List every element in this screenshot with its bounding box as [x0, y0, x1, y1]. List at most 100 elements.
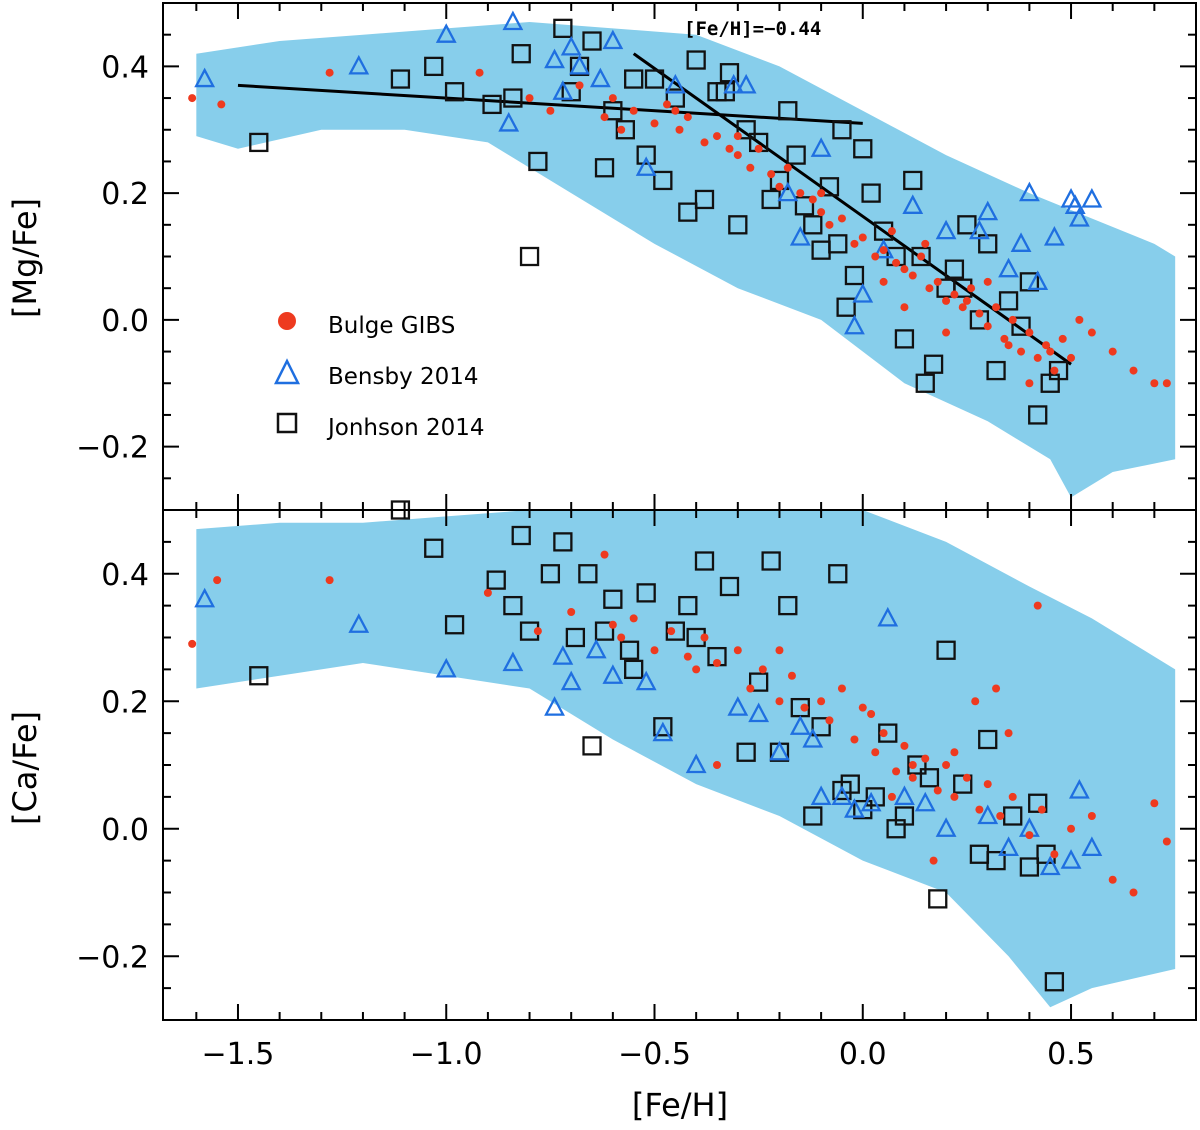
mg-fe-bulge-gibs-point [817, 189, 826, 198]
mg-fe-bulge-gibs-point [871, 252, 880, 261]
ca-fe-bensby-2014-point [977, 804, 999, 825]
mg-fe-bulge-gibs-point [475, 68, 484, 77]
ca-fe-bulge-gibs-point [667, 627, 676, 636]
ca-fe-y-tick-label: 0.2 [101, 685, 149, 720]
mg-fe-jonhson-2014-point [728, 215, 748, 235]
ca-fe-bulge-gibs-point [1150, 799, 1159, 808]
ca-fe-bensby-2014-point [552, 645, 574, 665]
ca-fe-jonhson-2014-point [424, 538, 444, 558]
mg-fe-bensby-2014-point [844, 314, 865, 335]
mg-fe-jonhson-2014-point [424, 56, 444, 77]
ca-fe-bensby-2014-point [860, 791, 882, 812]
ca-fe-bensby-2014-point [810, 785, 832, 806]
ca-fe-bulge-gibs-point [1050, 850, 1059, 859]
mg-fe-bulge-gibs-point [1025, 328, 1034, 337]
mg-fe-jonhson-2014-point [1011, 316, 1031, 336]
mg-fe-jonhson-2014-point [503, 88, 523, 108]
ca-fe-bulge-gibs-point [933, 786, 942, 795]
ca-fe-bulge-gibs-point [746, 684, 755, 693]
ca-fe-bulge-gibs-point [758, 665, 767, 674]
mg-fe-bensby-2014-point [1068, 207, 1090, 227]
mg-fe-jonhson-2014-point [528, 151, 548, 172]
ca-fe-bulge-gibs-point [712, 761, 721, 769]
mg-fe-jonhson-2014-point [553, 18, 573, 39]
mg-fe-bulge-gibs-point [808, 195, 817, 204]
mg-fe-y-axis-title: [Mg/Fe] [6, 198, 44, 318]
ca-fe-y-tick-label: −0.2 [76, 940, 149, 975]
ca-fe-bulge-gibs-point [1162, 837, 1171, 846]
ca-fe-jonhson-2014-point [511, 525, 531, 546]
mg-fe-bulge-gibs-point [825, 220, 834, 229]
mg-fe-bensby-2014-point [1010, 232, 1032, 252]
mg-fe-bulge-gibs-point [942, 296, 951, 305]
ca-fe-bulge-gibs-point [908, 773, 917, 782]
ca-fe-bensby-2014-point [435, 657, 457, 678]
mg-fe-bulge-gibs-point [608, 94, 617, 103]
mg-fe-bulge-gibs-point [725, 144, 734, 153]
ca-fe-jonhson-2014-point [503, 595, 523, 616]
ca-fe-jonhson-2014-point [1019, 857, 1040, 877]
mg-fe-bulge-gibs-point [879, 246, 888, 255]
mg-fe-bensby-2014-point [852, 283, 874, 303]
mg-fe-bulge-gibs-point [887, 227, 896, 236]
ca-fe-bulge-gibs-point [567, 608, 576, 616]
mg-fe-bulge-gibs-point [1162, 379, 1171, 388]
mg-fe-jonhson-2014-point [719, 63, 740, 83]
mg-fe-bulge-gibs-point [917, 252, 926, 261]
mg-fe-bensby-2014-point [789, 226, 811, 246]
mg-fe-axes: −0.2 0.0 0.2 0.4 [76, 2, 1197, 511]
ca-fe-jonhson-2014-point [828, 564, 848, 584]
ca-fe-bensby-2014-point [502, 651, 524, 672]
mg-fe-bensby-2014-point [635, 156, 657, 176]
mg-fe-bensby-2014-point [735, 73, 757, 94]
mg-fe-bulge-gibs-point [525, 94, 534, 103]
ca-fe-bulge-gibs-point [850, 735, 859, 744]
ca-fe-bensby-2014-point [348, 613, 370, 633]
mg-fe-bulge-gibs-point [958, 303, 967, 312]
ca-fe-bulge-gibs-point [817, 697, 826, 706]
mg-fe-bensby-2014-point [569, 54, 590, 75]
mg-fe-jonhson-2014-point [1019, 272, 1040, 292]
mg-fe-bulge-gibs-point [879, 277, 888, 286]
ca-fe-jonhson-2014-point [582, 736, 602, 756]
ca-fe-jonhson-2014-point [540, 564, 561, 584]
ca-fe-bulge-gibs-point [825, 716, 834, 725]
mg-fe-bensby-2014-point [348, 54, 370, 75]
mg-fe-bulge-gibs-point [325, 68, 334, 77]
mg-fe-bulge-gibs-point [925, 284, 934, 293]
ca-fe-bulge-gibs-point [617, 633, 626, 642]
mg-fe-jonhson-2014-point [853, 139, 873, 159]
ca-fe-jonhson-2014-point [665, 621, 685, 641]
mg-fe-jonhson-2014-point [861, 183, 881, 203]
ca-fe-bensby-2014-point [831, 785, 853, 806]
ca-fe-bensby-2014-point [789, 715, 811, 735]
mg-fe-bulge-gibs-point [1087, 328, 1096, 337]
mg-fe-jonhson-2014-point [957, 215, 977, 235]
ca-fe-jonhson-2014-point [1044, 972, 1065, 992]
mg-fe-bulge-gibs-point [967, 284, 976, 293]
mg-fe-jonhson-2014-point [1048, 360, 1069, 381]
x-axis-title: [Fe/H] [632, 1086, 728, 1124]
ca-fe-bensby-2014-point [914, 791, 936, 812]
mg-fe-bulge-gibs-point [712, 132, 721, 141]
ca-fe-y-tick-label: 0.0 [101, 813, 149, 848]
ca-fe-jonhson-2014-point [886, 819, 906, 839]
ca-fe-bensby-2014-point [585, 638, 607, 659]
mg-fe-bulge-gibs-point [900, 303, 909, 312]
mg-fe-bensby-2014-point [873, 238, 895, 259]
mg-fe-bensby-2014-point [435, 23, 457, 43]
mg-fe-bulge-gibs-point [1008, 315, 1017, 324]
mg-fe-bensby-2014-point [1081, 188, 1103, 208]
ca-fe-jonhson-2014-point [953, 774, 973, 794]
ca-fe-bensby-2014-point [894, 785, 915, 806]
ca-fe-bulge-gibs-point [787, 671, 796, 680]
legend-bulge-marker [278, 312, 296, 330]
ca-fe-bensby-2014-point [877, 606, 899, 627]
mg-fe-fit-low-line [237, 83, 863, 125]
ca-fe-jonhson-2014-point [694, 551, 715, 571]
mg-fe-bulge-gibs-point [754, 144, 763, 153]
mg-fe-bulge-gibs-point [1150, 379, 1159, 388]
mg-fe-bulge-gibs-point [767, 170, 776, 179]
mg-fe-bensby-2014-point [664, 73, 686, 94]
mg-fe-bensby-2014-point [1027, 270, 1049, 291]
